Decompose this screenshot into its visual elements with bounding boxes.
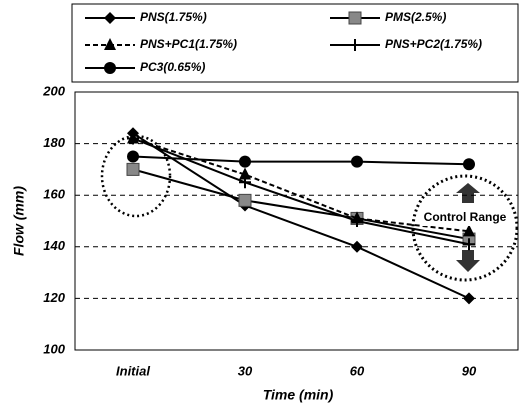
y-tick-label: 140 (43, 238, 65, 253)
marker (238, 193, 252, 207)
series-line (132, 137, 470, 246)
marker (351, 215, 363, 227)
legend-label: PC3(0.65%) (140, 60, 205, 74)
legend-box (71, 3, 519, 83)
series-line (132, 132, 470, 300)
arrow-up (456, 183, 480, 203)
x-axis-title: Time (min) (263, 387, 334, 403)
marker (463, 224, 475, 237)
series-line (132, 155, 470, 166)
legend-label: PMS(2.5%) (385, 10, 446, 24)
marker (104, 38, 116, 50)
marker (239, 176, 251, 189)
marker (126, 162, 140, 176)
series-line (132, 168, 470, 241)
marker (239, 167, 251, 180)
marker (351, 155, 363, 168)
marker (104, 62, 116, 74)
marker (239, 155, 251, 168)
annotation-bg (420, 209, 510, 226)
marker (351, 240, 363, 253)
annotation: Control Range (424, 210, 507, 224)
legend-label: PNS+PC1(1.75%) (140, 37, 237, 51)
marker (349, 39, 361, 51)
series-line (132, 137, 470, 233)
control-circle (411, 174, 519, 282)
arrow-down (456, 250, 480, 272)
x-tick-label: 90 (462, 363, 477, 378)
x-tick-label: 60 (350, 363, 365, 378)
marker (127, 150, 139, 163)
y-axis-title: Flow (mm) (11, 186, 27, 256)
marker (463, 292, 475, 305)
marker (348, 11, 362, 25)
plot-frame (74, 91, 519, 351)
y-tick-label: 160 (43, 187, 65, 202)
legend-label: PNS+PC2(1.75%) (385, 37, 482, 51)
y-tick-label: 120 (43, 290, 65, 305)
marker (104, 12, 116, 24)
y-tick-label: 180 (43, 135, 65, 150)
y-tick-label: 100 (43, 341, 65, 356)
legend-label: PNS(1.75%) (140, 10, 207, 24)
marker (463, 238, 475, 251)
x-tick-label: 30 (238, 363, 253, 378)
y-tick-label: 200 (42, 83, 65, 98)
marker (127, 132, 139, 145)
highlight-circle (100, 134, 172, 218)
x-tick-label: Initial (116, 363, 150, 378)
marker (463, 158, 475, 171)
